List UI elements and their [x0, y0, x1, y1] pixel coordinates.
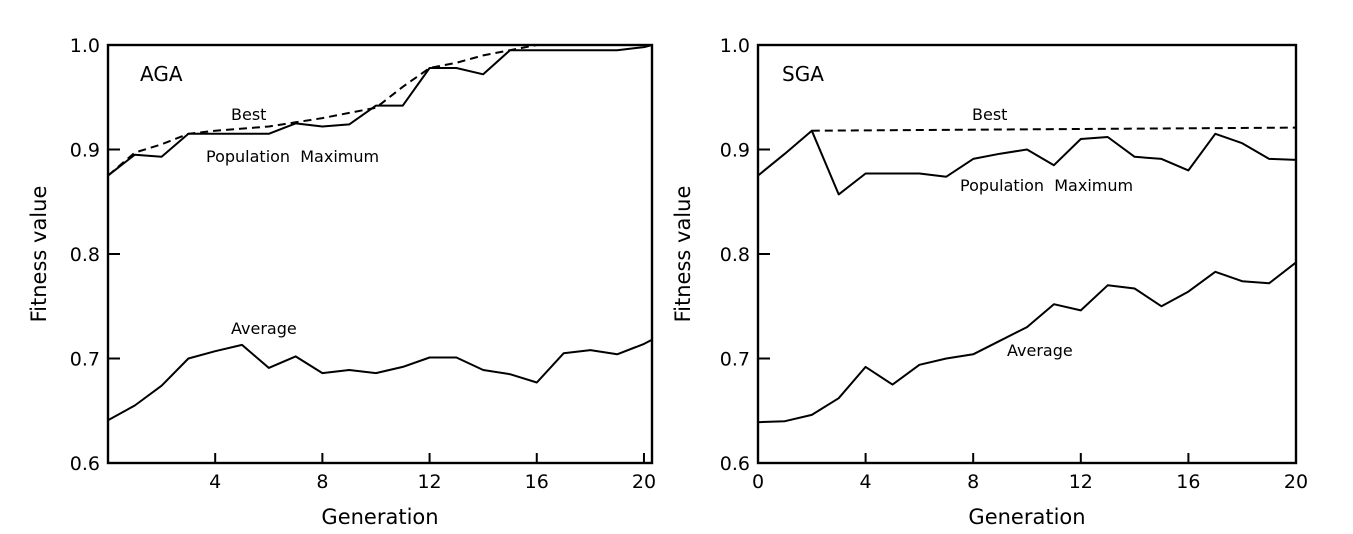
panel-label: AGA — [140, 62, 183, 86]
y-tick-label: 1.0 — [70, 35, 100, 57]
x-tick-label: 8 — [316, 471, 328, 493]
series-line-population-maximum — [757, 129, 1297, 196]
annotation-best: Best — [972, 105, 1007, 124]
y-tick-label: 0.7 — [720, 349, 750, 371]
y-tick-label: 0.6 — [720, 453, 750, 475]
chart-panel-sga: 0.6 0.7 0.8 0.9 1.0 0 4 8 12 16 20 Generation Fitnes… — [671, 35, 1308, 529]
plot-frame — [756, 43, 1298, 465]
annotation-population-maximum: Population Maximum — [206, 147, 379, 166]
x-tick-label: 0 — [752, 471, 764, 493]
chart-panel-aga: 0.6 0.7 0.8 0.9 1.0 4 8 12 16 20 Generation Fitness… — [27, 35, 656, 529]
x-tick-label: 12 — [417, 471, 441, 493]
annotation-average: Average — [1007, 341, 1073, 360]
y-tick-label: 0.8 — [70, 244, 100, 266]
y-axis-title: Fitness value — [27, 186, 51, 323]
x-axis-title: Generation — [968, 505, 1085, 529]
panel-label: SGA — [782, 62, 824, 86]
plot-frame — [106, 43, 654, 465]
annotation-best: Best — [231, 105, 266, 124]
x-tick-label: 4 — [860, 471, 872, 493]
x-tick-label: 16 — [1176, 471, 1200, 493]
series-line-average — [757, 261, 1297, 424]
x-tick-label: 12 — [1069, 471, 1093, 493]
y-tick-label: 0.8 — [720, 244, 750, 266]
x-tick-label: 8 — [967, 471, 979, 493]
x-tick-label: 20 — [632, 471, 656, 493]
x-axis-title: Generation — [321, 505, 438, 529]
series-line-best — [811, 126, 1297, 132]
annotation-average: Average — [231, 319, 297, 338]
series-line-population-maximum — [107, 44, 653, 177]
y-tick-label: 0.9 — [70, 140, 100, 162]
series-line-best — [107, 44, 652, 177]
y-tick-label: 1.0 — [720, 35, 750, 57]
y-tick-label: 0.6 — [70, 453, 100, 475]
x-tick-label: 16 — [525, 471, 549, 493]
y-axis-title: Fitness value — [671, 186, 695, 323]
annotation-population-maximum: Population Maximum — [960, 176, 1133, 195]
x-tick-label: 4 — [209, 471, 221, 493]
y-tick-label: 0.7 — [70, 349, 100, 371]
y-tick-label: 0.9 — [720, 140, 750, 162]
x-tick-label: 20 — [1284, 471, 1308, 493]
series-line-average — [107, 338, 653, 422]
